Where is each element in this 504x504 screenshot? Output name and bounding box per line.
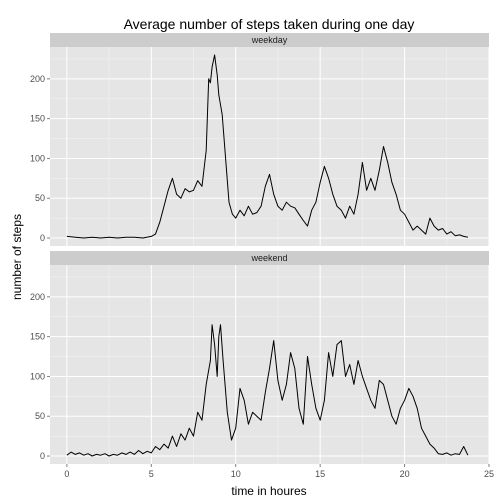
facet-strip-label: weekday [251, 35, 288, 45]
x-tick-label: 20 [400, 469, 410, 479]
x-tick-label: 5 [149, 469, 154, 479]
panel-background [50, 47, 489, 246]
y-axis-label: number of steps [10, 214, 24, 300]
facet-strip [50, 33, 489, 47]
y-tick-label: 100 [30, 153, 45, 163]
facet-weekend: weekend 0 50 100 150 200 0 5 10 15 20 25 [30, 251, 494, 479]
y-tick-label: 0 [40, 233, 45, 243]
y-tick-label: 150 [30, 332, 45, 342]
panel-background [50, 265, 489, 464]
facet-strip-label: weekend [250, 253, 287, 263]
facet-panels: weekday 0 50 100 150 200 weekend 0 50 100 150 200 0 5… [30, 33, 494, 479]
x-tick-label: 10 [231, 469, 241, 479]
facet-strip [50, 251, 489, 265]
y-tick-label: 100 [30, 371, 45, 381]
facet-weekday: weekday 0 50 100 150 200 [30, 33, 490, 246]
y-tick-label: 50 [35, 411, 45, 421]
y-tick-label: 200 [30, 292, 45, 302]
y-tick-label: 200 [30, 74, 45, 84]
series-line-weekend [66, 324, 469, 457]
chart-title: Average number of steps taken during one… [124, 16, 415, 32]
x-axis-label: time in houres [231, 484, 306, 498]
series-line-weekday [66, 54, 468, 239]
y-tick-label: 150 [30, 114, 45, 124]
x-tick-label: 0 [64, 469, 69, 479]
y-tick-label: 50 [35, 193, 45, 203]
x-tick-label: 15 [315, 469, 325, 479]
y-tick-label: 0 [40, 451, 45, 461]
x-tick-label: 25 [484, 469, 494, 479]
